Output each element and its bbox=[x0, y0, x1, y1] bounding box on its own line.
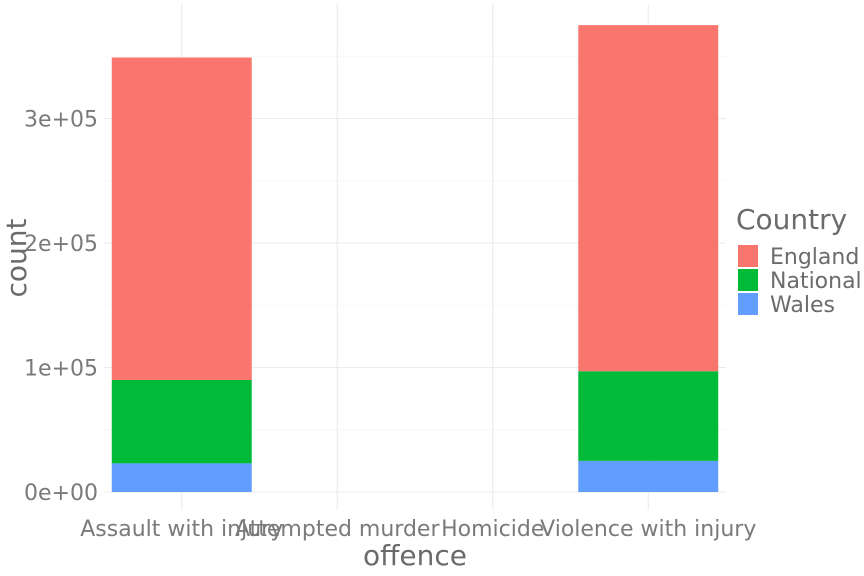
bar-national-1 bbox=[111, 379, 252, 464]
y-axis-ticks: 0e+00 1e+05 2e+05 3e+05 bbox=[24, 108, 98, 507]
y-axis-title: count bbox=[0, 218, 33, 297]
bar-wales-4 bbox=[578, 460, 719, 492]
x-tick-label: Attempted murder bbox=[235, 517, 440, 542]
legend-label-national: National bbox=[770, 269, 862, 294]
x-tick-label: Assault with injury bbox=[80, 517, 283, 542]
y-tick-label: 1e+05 bbox=[24, 357, 98, 382]
legend-swatch-national bbox=[738, 269, 758, 291]
bar-england-1 bbox=[111, 57, 252, 380]
bar-england-4 bbox=[578, 25, 719, 372]
bar-wales-1 bbox=[111, 463, 252, 492]
legend-label-england: England bbox=[770, 245, 859, 270]
y-tick-label: 3e+05 bbox=[24, 108, 98, 133]
x-tick-label: Violence with injury bbox=[540, 517, 756, 542]
legend-label-wales: Wales bbox=[770, 293, 835, 318]
legend-swatch-england bbox=[738, 245, 758, 267]
legend-swatch-wales bbox=[738, 293, 758, 315]
y-tick-label: 0e+00 bbox=[24, 481, 98, 506]
y-tick-label: 2e+05 bbox=[24, 232, 98, 257]
bars bbox=[111, 25, 719, 492]
legend-title: Country bbox=[736, 203, 847, 236]
x-tick-label: Homicide bbox=[441, 517, 544, 542]
bar-national-4 bbox=[578, 371, 719, 461]
x-axis-title: offence bbox=[363, 539, 467, 572]
